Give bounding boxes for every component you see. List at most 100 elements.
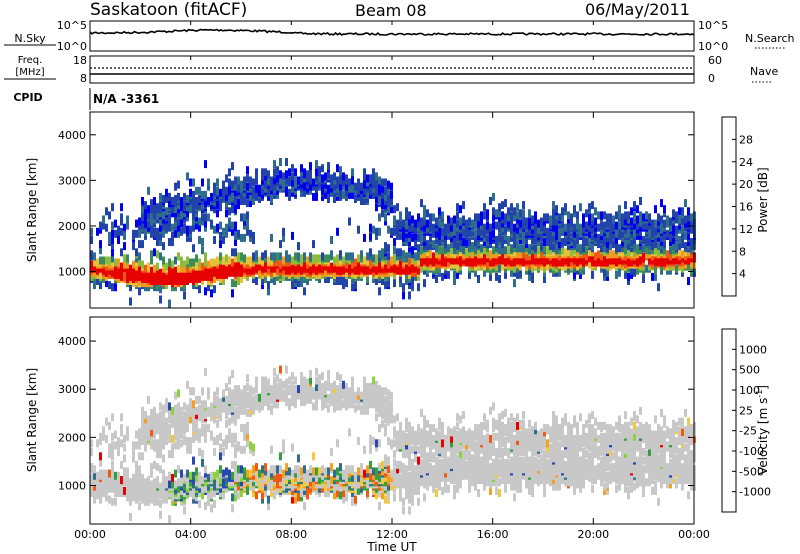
- power-cell: [111, 252, 114, 261]
- power-cell: [117, 264, 120, 273]
- power-cell: [585, 209, 588, 218]
- velocity-cell: [309, 389, 312, 398]
- power-cell: [423, 238, 426, 246]
- velocity-cell: [270, 489, 273, 498]
- velocity-cell: [300, 380, 303, 389]
- power-cell: [255, 277, 258, 285]
- power-cell: [492, 221, 495, 230]
- velocity-cell: [144, 493, 147, 502]
- power-cell: [474, 244, 477, 253]
- power-cell: [420, 217, 423, 226]
- power-cell: [408, 215, 411, 224]
- velocity-cell: [354, 480, 357, 489]
- power-cell: [567, 233, 570, 242]
- power-cell: [327, 195, 330, 203]
- velocity-cell: [357, 402, 360, 411]
- power-cell: [378, 213, 381, 222]
- velocity-cell: [180, 497, 183, 506]
- power-cell: [189, 225, 192, 234]
- velocity-cell: [312, 452, 315, 461]
- velocity-cell: [255, 478, 258, 487]
- power-cell: [657, 242, 660, 251]
- power-cell: [429, 256, 432, 265]
- power-cell: [486, 209, 489, 218]
- power-cell: [303, 188, 306, 197]
- power-cell: [564, 238, 567, 246]
- velocity-cell: [264, 463, 267, 472]
- power-cell: [309, 162, 312, 171]
- velocity-cell: [198, 428, 201, 437]
- velocity-cell: [153, 430, 156, 439]
- power-cell: [423, 205, 426, 214]
- power-cell: [228, 178, 231, 187]
- velocity-cell: [330, 447, 333, 456]
- power-cell: [582, 262, 585, 271]
- velocity-cell: [93, 465, 96, 474]
- velocity-cell: [222, 447, 225, 456]
- velocity-cell: [156, 491, 159, 500]
- power-cell: [246, 211, 249, 220]
- velocity-cell: [138, 465, 141, 474]
- velocity-cell: [219, 489, 222, 498]
- power-cell: [243, 221, 246, 230]
- power-cell: [342, 281, 345, 290]
- velocity-cell: [249, 402, 252, 411]
- velocity-cell: [171, 450, 174, 459]
- power-cell: [216, 223, 219, 232]
- velocity-cell: [174, 391, 177, 400]
- power-cell: [654, 246, 657, 255]
- power-cell: [420, 229, 423, 238]
- power-cell: [99, 246, 102, 255]
- power-cell: [237, 277, 240, 285]
- power-cell: [144, 231, 147, 240]
- power-cell: [339, 186, 342, 195]
- power-cell: [144, 264, 147, 273]
- power-cell: [102, 215, 105, 224]
- power-cell: [333, 172, 336, 181]
- power-cell: [642, 252, 645, 261]
- power-cell: [225, 174, 228, 183]
- velocity-cell: [273, 398, 276, 407]
- power-cell: [198, 258, 201, 267]
- power-cell: [105, 223, 108, 232]
- power-cell: [219, 256, 222, 265]
- velocity-cell: [228, 428, 231, 437]
- power-cell: [678, 240, 681, 249]
- velocity-cell: [369, 465, 372, 474]
- power-cell: [300, 266, 303, 275]
- power-cell: [192, 258, 195, 267]
- velocity-cell: [234, 395, 237, 404]
- power-cell: [294, 279, 297, 288]
- velocity-cell: [228, 469, 231, 478]
- power-cell: [591, 201, 594, 210]
- power-cell: [453, 246, 456, 255]
- power-cell: [375, 195, 378, 203]
- velocity-cell: [174, 408, 177, 417]
- power-cell: [93, 281, 96, 290]
- power-cell: [603, 233, 606, 242]
- power-cell: [654, 240, 657, 249]
- velocity-cell: [309, 385, 312, 394]
- power-cell: [564, 262, 567, 271]
- power-cell: [144, 279, 147, 288]
- power-cell: [93, 268, 96, 277]
- power-cell: [528, 266, 531, 275]
- power-cell: [384, 281, 387, 290]
- power-cell: [165, 195, 168, 203]
- velocity-cell: [177, 465, 180, 474]
- power-cell: [444, 270, 447, 279]
- velocity-heatmap-cells: [90, 365, 696, 524]
- power-cell: [291, 281, 294, 290]
- power-cell: [189, 188, 192, 197]
- power-cell: [246, 182, 249, 191]
- velocity-cell: [105, 493, 108, 502]
- nsky-panel: [89, 20, 695, 52]
- velocity-cell: [366, 393, 369, 402]
- velocity-cell: [138, 478, 141, 487]
- power-cell: [426, 240, 429, 249]
- velocity-cell: [270, 469, 273, 478]
- power-cell: [555, 236, 558, 244]
- velocity-cell: [246, 383, 249, 391]
- power-cell: [537, 260, 540, 269]
- power-cell: [417, 283, 420, 292]
